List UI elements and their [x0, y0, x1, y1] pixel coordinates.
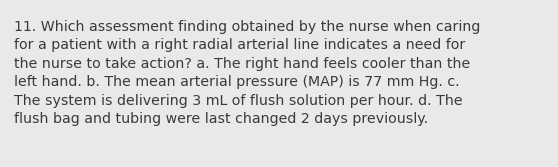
- Text: 11. Which assessment finding obtained by the nurse when caring
for a patient wit: 11. Which assessment finding obtained by…: [14, 20, 480, 126]
